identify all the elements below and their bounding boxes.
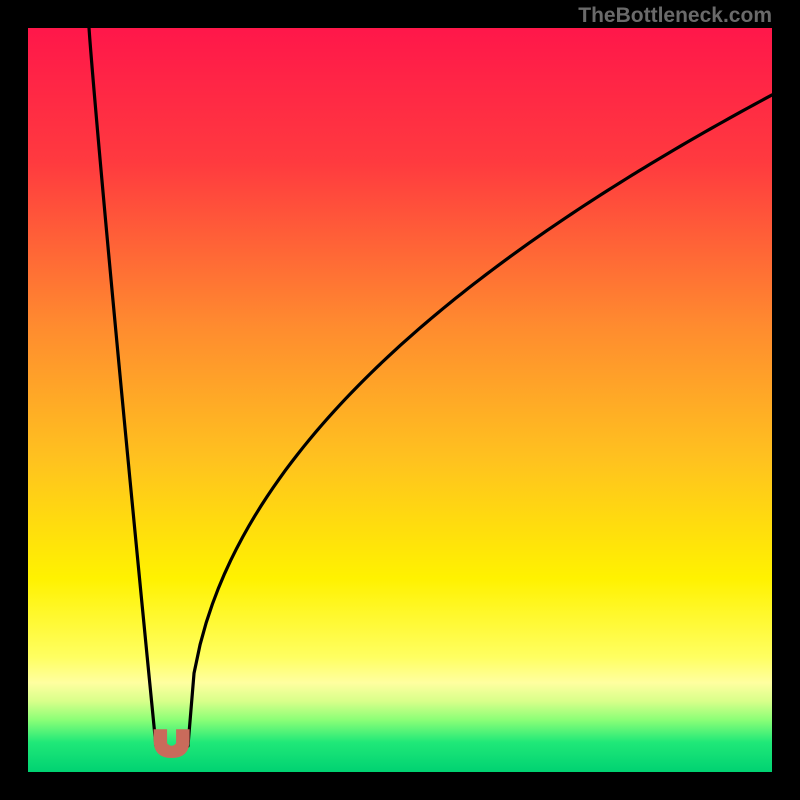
gradient-background [28,28,772,772]
chart-canvas: TheBottleneck.com [0,0,800,800]
plot-area [0,0,800,800]
watermark-text: TheBottleneck.com [578,4,772,28]
